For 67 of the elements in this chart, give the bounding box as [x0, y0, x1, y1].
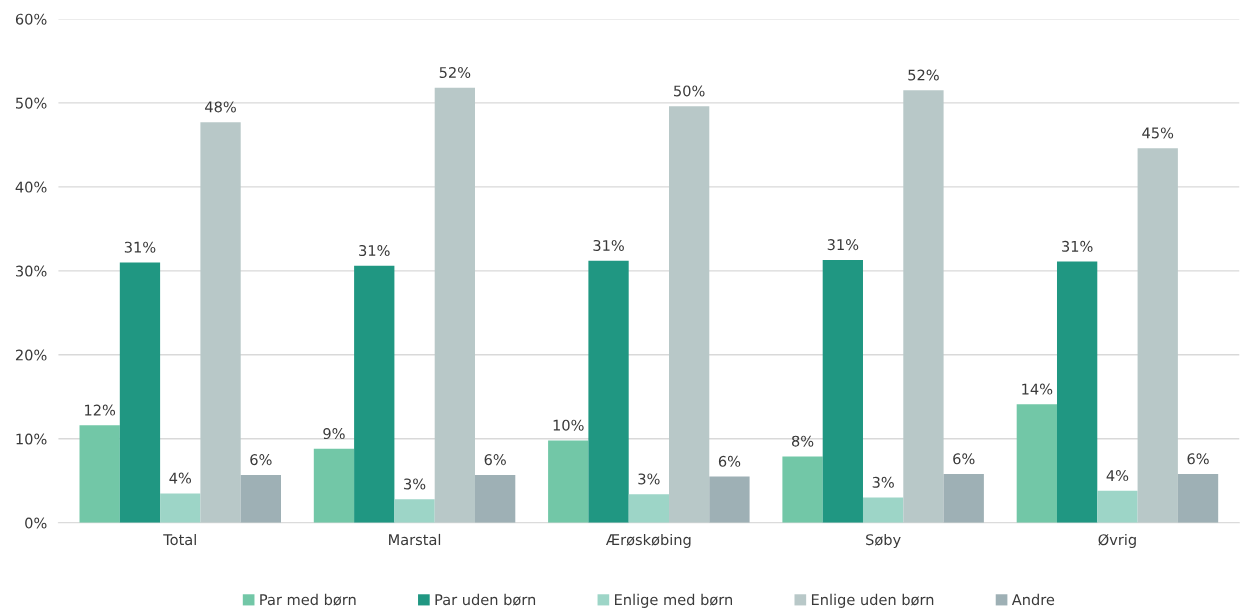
data-label: 12% [85, 404, 116, 416]
bar [119, 262, 161, 523]
bar [79, 425, 120, 523]
y-tick-label: 20% [15, 349, 47, 361]
y-tick-label: 40% [15, 181, 47, 193]
y-tick-label: 10% [16, 433, 47, 445]
x-tick-label: Marstal [389, 533, 441, 546]
bar [160, 493, 201, 523]
data-label: 3% [404, 478, 426, 490]
data-label: 52% [908, 69, 939, 81]
data-label: 6% [718, 455, 741, 467]
data-label: 8% [791, 435, 814, 447]
data-label: 9% [323, 428, 345, 440]
bar [240, 474, 281, 523]
bar [354, 265, 395, 523]
x-tick-label: Ærøskøbing [605, 533, 691, 548]
bar [548, 440, 589, 523]
data-label: 6% [953, 453, 975, 465]
data-label: 14% [1022, 383, 1053, 395]
y-tick-label: 50% [16, 97, 47, 109]
y-tick-label: 0% [25, 517, 47, 529]
legend-label: Par uden børn [435, 593, 536, 606]
data-label: 31% [1062, 240, 1093, 252]
bar [782, 456, 823, 523]
data-label: 3% [638, 473, 660, 485]
bar [943, 474, 984, 523]
bar [434, 87, 475, 523]
data-label: 6% [1187, 453, 1209, 465]
bar [313, 448, 355, 523]
bar [1097, 490, 1138, 523]
legend-label: Andre [1011, 593, 1055, 606]
data-label: 4% [169, 472, 192, 484]
y-tick-label: 60% [15, 13, 47, 25]
data-label: 4% [1106, 470, 1129, 482]
data-label: 10% [553, 419, 584, 431]
x-tick-label: Øvrig [1098, 533, 1136, 549]
bar [394, 499, 435, 523]
bar [588, 260, 629, 523]
bar [862, 497, 904, 523]
bar [1016, 404, 1057, 523]
data-label: 31% [359, 245, 390, 257]
y-tick-label: 30% [16, 265, 47, 277]
bar [822, 259, 863, 523]
legend-label: Enlige uden børn [811, 593, 934, 608]
bar [1137, 148, 1178, 523]
data-label: 50% [674, 85, 705, 97]
legend-label: Par med børn [260, 593, 356, 606]
bar [903, 90, 944, 523]
bar [475, 474, 516, 523]
data-label: 48% [205, 101, 236, 113]
data-label: 3% [872, 476, 894, 488]
data-label: 52% [439, 66, 471, 78]
x-tick-label: Total [163, 533, 196, 546]
data-label: 45% [1142, 127, 1174, 139]
data-label: 31% [593, 239, 624, 251]
legend-label: Enlige med børn [615, 593, 733, 608]
bar [1056, 261, 1098, 523]
bar [1177, 474, 1219, 523]
x-tick-label: Søby [866, 533, 901, 548]
bar [709, 476, 750, 523]
data-label: 6% [250, 454, 272, 466]
bar [669, 106, 710, 523]
data-label: 31% [124, 241, 156, 253]
data-label: 31% [827, 239, 859, 251]
data-label: 6% [484, 454, 506, 466]
bar [628, 494, 669, 523]
bar [200, 122, 241, 523]
